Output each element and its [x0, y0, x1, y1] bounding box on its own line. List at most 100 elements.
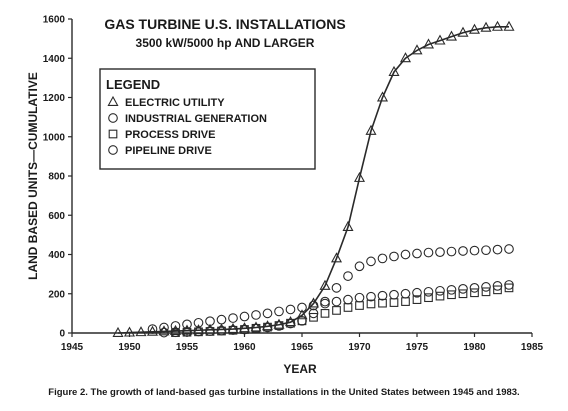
data-point: [481, 287, 491, 297]
y-tick-label: 600: [48, 211, 65, 222]
data-point: [217, 326, 226, 336]
legend-item-label: PIPELINE DRIVE: [125, 145, 212, 157]
data-point: [331, 296, 342, 307]
figure-caption: Figure 2. The growth of land-based gas t…: [48, 387, 519, 398]
data-point: [273, 318, 285, 329]
data-point: [353, 171, 366, 182]
data-point: [447, 290, 456, 300]
data-point: [504, 244, 514, 254]
y-axis-label: LAND BASED UNITS—CUMULATIVE: [26, 72, 40, 280]
data-point: [228, 313, 238, 323]
chart-title: GAS TURBINE U.S. INSTALLATIONS: [104, 16, 345, 32]
data-point: [194, 327, 203, 337]
data-point: [263, 322, 272, 332]
data-point: [147, 324, 158, 334]
data-point: [239, 311, 250, 322]
data-point: [469, 245, 480, 256]
data-point: [424, 293, 433, 303]
data-point: [388, 65, 400, 76]
data-point: [481, 245, 491, 256]
series-pipeline-drive: [147, 280, 514, 334]
legend-title: LEGEND: [106, 77, 160, 92]
data-point: [296, 309, 308, 320]
data-point: [343, 303, 353, 312]
data-point: [182, 319, 192, 330]
data-point: [240, 325, 249, 334]
data-point: [366, 256, 376, 267]
data-point: [309, 312, 318, 322]
x-tick-label: 1975: [406, 342, 429, 353]
y-tick-label: 1600: [43, 15, 66, 26]
data-point: [250, 321, 262, 332]
y-tick-label: 400: [48, 250, 65, 261]
series-process-drive: [171, 283, 514, 337]
y-tick-label: 1400: [43, 54, 66, 65]
data-point: [423, 286, 434, 297]
data-point: [401, 297, 410, 306]
data-point: [343, 294, 353, 305]
data-point: [389, 298, 399, 307]
data-point: [343, 271, 353, 281]
x-tick-label: 1965: [291, 342, 314, 353]
data-point: [159, 327, 169, 338]
data-point: [491, 20, 504, 31]
data-point: [169, 324, 182, 335]
axes: 0 200 400 600 800 1000 1200 1400 1600 1945 1950 195…: [43, 15, 544, 354]
data-point: [422, 38, 435, 49]
data-point: [435, 247, 445, 257]
data-point: [492, 244, 503, 255]
data-point: [284, 316, 297, 327]
data-point: [355, 301, 364, 310]
data-point: [480, 21, 492, 32]
data-point: [297, 315, 307, 326]
legend-marker: [108, 145, 118, 155]
data-point: [135, 326, 147, 337]
legend-box: [99, 68, 316, 170]
data-point: [123, 326, 136, 337]
data-point: [331, 283, 342, 293]
data-point: [378, 298, 387, 308]
data-point: [492, 281, 503, 291]
data-point: [377, 253, 388, 264]
data-point: [205, 316, 215, 327]
data-point: [412, 287, 422, 298]
x-tick-label: 1960: [233, 342, 256, 353]
data-point: [204, 323, 216, 334]
data-point: [470, 288, 479, 298]
data-point: [297, 302, 307, 313]
data-point: [251, 310, 261, 320]
data-point: [434, 34, 446, 45]
data-point: [216, 314, 227, 325]
data-point: [286, 318, 295, 328]
data-point: [366, 299, 376, 309]
x-tick-label: 1955: [176, 342, 199, 353]
data-point: [112, 326, 124, 337]
x-tick-label: 1945: [61, 342, 84, 353]
legend-marker: [107, 95, 119, 106]
data-point: [446, 284, 457, 295]
data-point: [261, 320, 274, 331]
data-point: [354, 292, 365, 303]
y-tick-label: 1000: [43, 132, 66, 143]
data-point: [320, 296, 330, 307]
data-point: [308, 300, 319, 311]
data-point: [445, 30, 458, 41]
data-point: [251, 323, 261, 333]
data-point: [274, 306, 284, 317]
data-point: [457, 26, 469, 37]
data-point: [366, 291, 376, 302]
y-tick-label: 0: [59, 329, 65, 340]
y-tick-label: 1200: [43, 93, 66, 104]
data-point: [399, 52, 412, 63]
legend: LEGEND ELECTRIC UTILITY INDUSTRIAL GENERA…: [99, 68, 316, 170]
data-point: [412, 248, 422, 259]
data-point: [192, 324, 205, 335]
data-point: [159, 322, 169, 333]
data-point: [320, 309, 330, 318]
data-point: [342, 220, 354, 231]
legend-item-label: INDUSTRIAL GENERATION: [125, 113, 267, 125]
data-point: [354, 261, 365, 272]
x-tick-label: 1980: [463, 342, 486, 353]
data-point: [503, 20, 515, 31]
data-point: [504, 280, 514, 290]
